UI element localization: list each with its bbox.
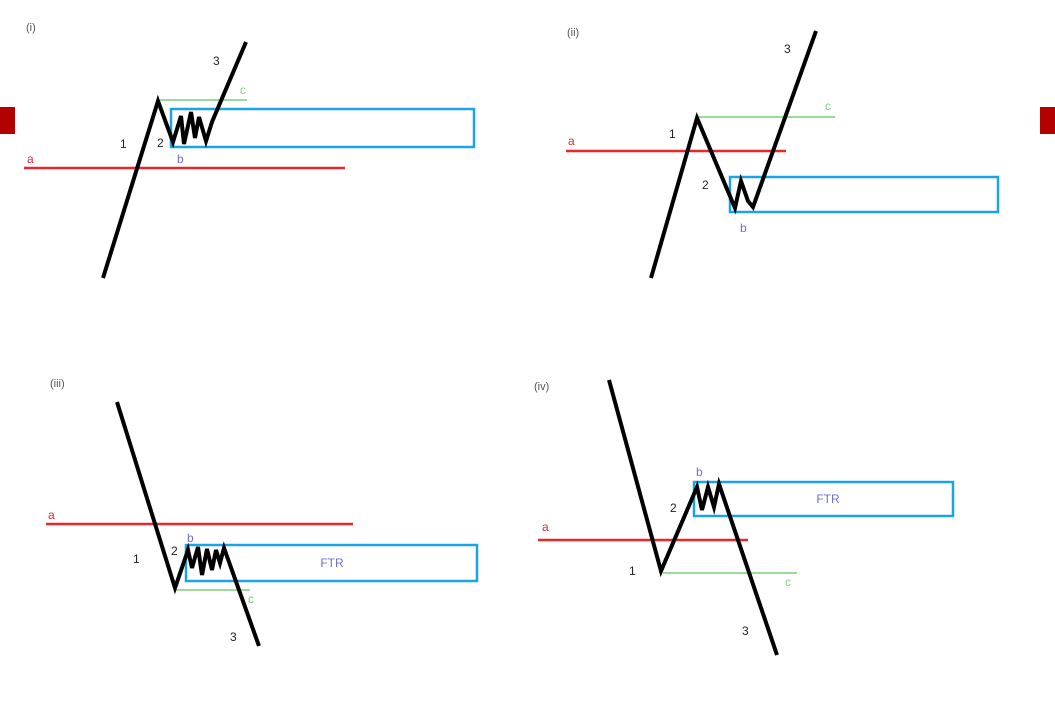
panel-2-zone-box (728, 175, 1000, 214)
panel-3-price-path (115, 401, 261, 647)
panel-4-title: (iv) (534, 381, 549, 393)
panel-1: (i) a c 1 2 3 b (24, 22, 476, 279)
panel-2-wave-2-label: 2 (702, 178, 709, 192)
panel-4-price-path (607, 379, 779, 656)
panel-3-zone-label: FTR (320, 556, 344, 570)
panel-3-level-b-label: b (187, 531, 194, 545)
panel-1-wave-3-label: 3 (213, 54, 220, 68)
panel-3-wave-1-label: 1 (133, 552, 140, 566)
panel-1-title: (i) (26, 22, 36, 34)
panel-3-wave-3-label: 3 (230, 630, 237, 644)
panel-4-wave-1-label: 1 (629, 564, 636, 578)
panel-4: (iv) a c FTR 1 2 3 b (534, 379, 955, 656)
panel-1-level-c-label: c (240, 83, 246, 97)
panel-2-price-path (649, 30, 818, 279)
panel-4-level-a-label: a (542, 520, 549, 534)
panel-1-level-a-label: a (27, 152, 34, 166)
panel-4-wave-3-label: 3 (742, 624, 749, 638)
panel-1-wave-2-label: 2 (157, 136, 164, 150)
panel-2-title: (ii) (567, 27, 579, 39)
panel-2: (ii) a c 1 2 3 b (566, 27, 1000, 279)
panel-1-level-b-label: b (177, 152, 184, 166)
panel-2-level-b-label: b (740, 221, 747, 235)
panel-4-zone-label: FTR (816, 492, 840, 506)
panel-3: (iii) a c FTR 1 2 3 b (46, 378, 479, 647)
panel-2-wave-1-label: 1 (669, 127, 676, 141)
panel-2-level-c-label: c (825, 99, 831, 113)
right-side-tab (1040, 107, 1055, 134)
panel-1-zone-box (169, 107, 476, 149)
panel-4-level-b-label: b (696, 465, 703, 479)
panel-3-level-c-label: c (248, 592, 254, 606)
panel-3-wave-2-label: 2 (171, 544, 178, 558)
panel-4-level-c-label: c (785, 575, 791, 589)
panel-3-level-a-label: a (48, 508, 55, 522)
panel-4-wave-2-label: 2 (670, 501, 677, 515)
panel-3-title: (iii) (50, 378, 65, 390)
panel-1-price-path (101, 41, 248, 279)
panel-1-wave-1-label: 1 (120, 137, 127, 151)
panel-2-wave-3-label: 3 (784, 42, 791, 56)
panel-2-level-a-label: a (568, 134, 575, 148)
panel-3-zone-box (184, 543, 479, 583)
left-side-tab (0, 107, 15, 134)
